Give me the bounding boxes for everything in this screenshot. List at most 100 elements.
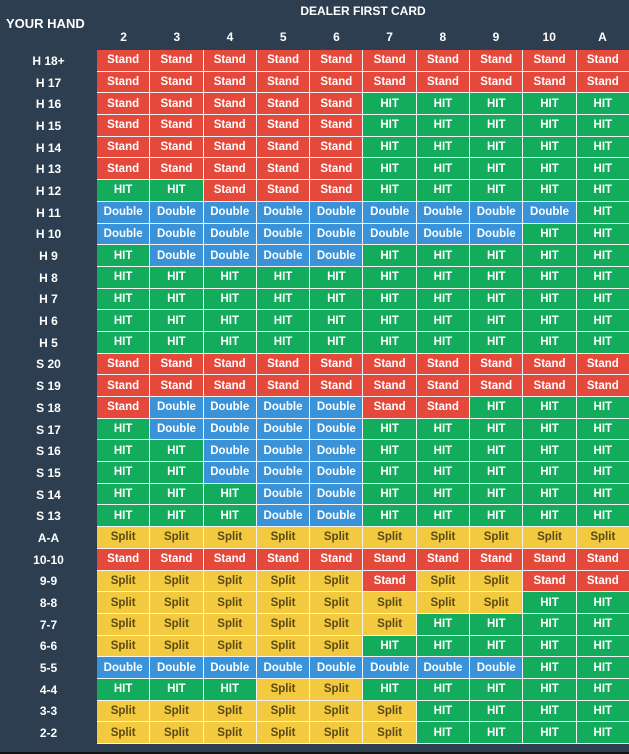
action-cell-double: Double	[150, 397, 204, 419]
action-cell-hit: HIT	[256, 310, 311, 332]
action-cell-stand: Stand	[310, 353, 364, 376]
action-cell-hit: HIT	[416, 331, 471, 354]
action-cell-hit: HIT	[97, 180, 151, 202]
table-row: S 18 Stand Double Double Double Double Stand St…	[0, 397, 629, 419]
action-cell-hit: HIT	[97, 266, 151, 289]
action-cell-stand: Stand	[523, 375, 577, 397]
action-cell-stand: Stand	[256, 158, 311, 181]
dealer-card-header: 7	[386, 30, 393, 44]
action-cell-split: Split	[203, 722, 257, 744]
hand-label: H 7	[39, 292, 58, 307]
action-cell-hit: HIT	[97, 483, 151, 506]
action-cell-hit: HIT	[416, 93, 471, 116]
action-cell-split: Split	[256, 700, 311, 723]
action-cell-double: Double	[97, 223, 151, 246]
action-cell-split: Split	[310, 635, 364, 658]
hand-label: S 14	[36, 487, 61, 502]
action-cell-split: Split	[470, 527, 524, 549]
action-cell-hit: HIT	[416, 505, 471, 528]
action-cell-double: Double	[150, 245, 204, 267]
action-cell-hit: HIT	[203, 288, 257, 311]
action-cell-hit: HIT	[523, 483, 577, 506]
action-cell-stand: Stand	[97, 375, 151, 397]
action-cell-hit: HIT	[97, 245, 151, 267]
hand-label: S 20	[36, 357, 61, 372]
action-cell-hit: HIT	[256, 266, 311, 289]
table-row: H 10 Double Double Double Double Double Double…	[0, 223, 629, 246]
action-cell-hit: HIT	[416, 266, 471, 289]
action-cell-hit: HIT	[416, 115, 471, 137]
action-cell-split: Split	[523, 527, 577, 549]
action-cell-stand: Stand	[416, 353, 471, 376]
action-cell-stand: Stand	[203, 353, 257, 376]
action-cell-double: Double	[97, 657, 151, 679]
action-cell-hit: HIT	[470, 288, 524, 311]
action-cell-hit: HIT	[576, 700, 629, 723]
action-cell-hit: HIT	[470, 245, 524, 267]
action-cell-stand: Stand	[363, 548, 417, 571]
action-cell-hit: HIT	[416, 700, 471, 723]
action-cell-hit: HIT	[470, 700, 524, 723]
action-cell-hit: HIT	[523, 245, 577, 267]
action-cell-split: Split	[203, 613, 257, 636]
action-cell-hit: HIT	[576, 136, 629, 159]
action-cell-split: Split	[203, 592, 257, 614]
action-cell-double: Double	[150, 223, 204, 246]
action-cell-stand: Stand	[256, 50, 311, 72]
table-row: H 7 HIT HIT HIT HIT HIT HIT HIT HIT HIT HIT	[0, 288, 629, 311]
action-cell-hit: HIT	[523, 505, 577, 528]
action-cell-double: Double	[203, 418, 257, 441]
action-cell-split: Split	[256, 678, 311, 701]
action-cell-hit: HIT	[576, 483, 629, 506]
table-row: H 13 Stand Stand Stand Stand Stand HIT HIT HIT HI…	[0, 158, 629, 181]
action-cell-split: Split	[416, 527, 471, 549]
action-cell-stand: Stand	[523, 570, 577, 593]
action-cell-stand: Stand	[97, 158, 151, 181]
action-cell-double: Double	[416, 223, 471, 246]
action-cell-hit: HIT	[470, 462, 524, 484]
action-cell-split: Split	[97, 700, 151, 723]
action-cell-hit: HIT	[416, 722, 471, 744]
action-cell-hit: HIT	[576, 592, 629, 614]
action-cell-hit: HIT	[470, 505, 524, 528]
action-cell-split: Split	[576, 527, 629, 549]
table-row: H 6 HIT HIT HIT HIT HIT HIT HIT HIT HIT HIT	[0, 310, 629, 332]
action-cell-double: Double	[203, 462, 257, 484]
table-row: H 16 Stand Stand Stand Stand Stand HIT HIT HIT HI…	[0, 93, 629, 116]
action-cell-hit: HIT	[363, 635, 417, 658]
action-cell-stand: Stand	[363, 570, 417, 593]
action-cell-double: Double	[310, 440, 364, 463]
action-cell-double: Double	[310, 245, 364, 267]
action-cell-hit: HIT	[470, 158, 524, 181]
action-cell-stand: Stand	[256, 136, 311, 159]
action-cell-hit: HIT	[310, 288, 364, 311]
action-cell-hit: HIT	[576, 657, 629, 679]
action-cell-split: Split	[203, 527, 257, 549]
hand-label: 5-5	[39, 661, 58, 676]
action-cell-hit: HIT	[523, 180, 577, 202]
hand-label: 10-10	[33, 552, 64, 567]
hand-label: S 15	[36, 465, 61, 480]
action-cell-stand: Stand	[203, 50, 257, 72]
action-cell-hit: HIT	[363, 505, 417, 528]
action-cell-hit: HIT	[150, 288, 204, 311]
action-cell-hit: HIT	[576, 678, 629, 701]
action-cell-hit: HIT	[97, 505, 151, 528]
action-cell-split: Split	[256, 613, 311, 636]
action-cell-split: Split	[416, 592, 471, 614]
action-cell-double: Double	[363, 657, 417, 679]
action-cell-hit: HIT	[416, 613, 471, 636]
action-cell-stand: Stand	[203, 136, 257, 159]
action-cell-double: Double	[256, 201, 311, 224]
action-cell-stand: Stand	[363, 353, 417, 376]
action-cell-hit: HIT	[523, 223, 577, 246]
action-cell-double: Double	[363, 201, 417, 224]
action-cell-stand: Stand	[470, 353, 524, 376]
action-cell-hit: HIT	[203, 505, 257, 528]
strategy-table: H 18+ Stand Stand Stand Stand Stand Stand Stand…	[0, 50, 629, 744]
action-cell-double: Double	[310, 483, 364, 506]
action-cell-hit: HIT	[150, 462, 204, 484]
action-cell-stand: Stand	[310, 50, 364, 72]
action-cell-hit: HIT	[470, 722, 524, 744]
hand-label: H 13	[35, 162, 62, 177]
